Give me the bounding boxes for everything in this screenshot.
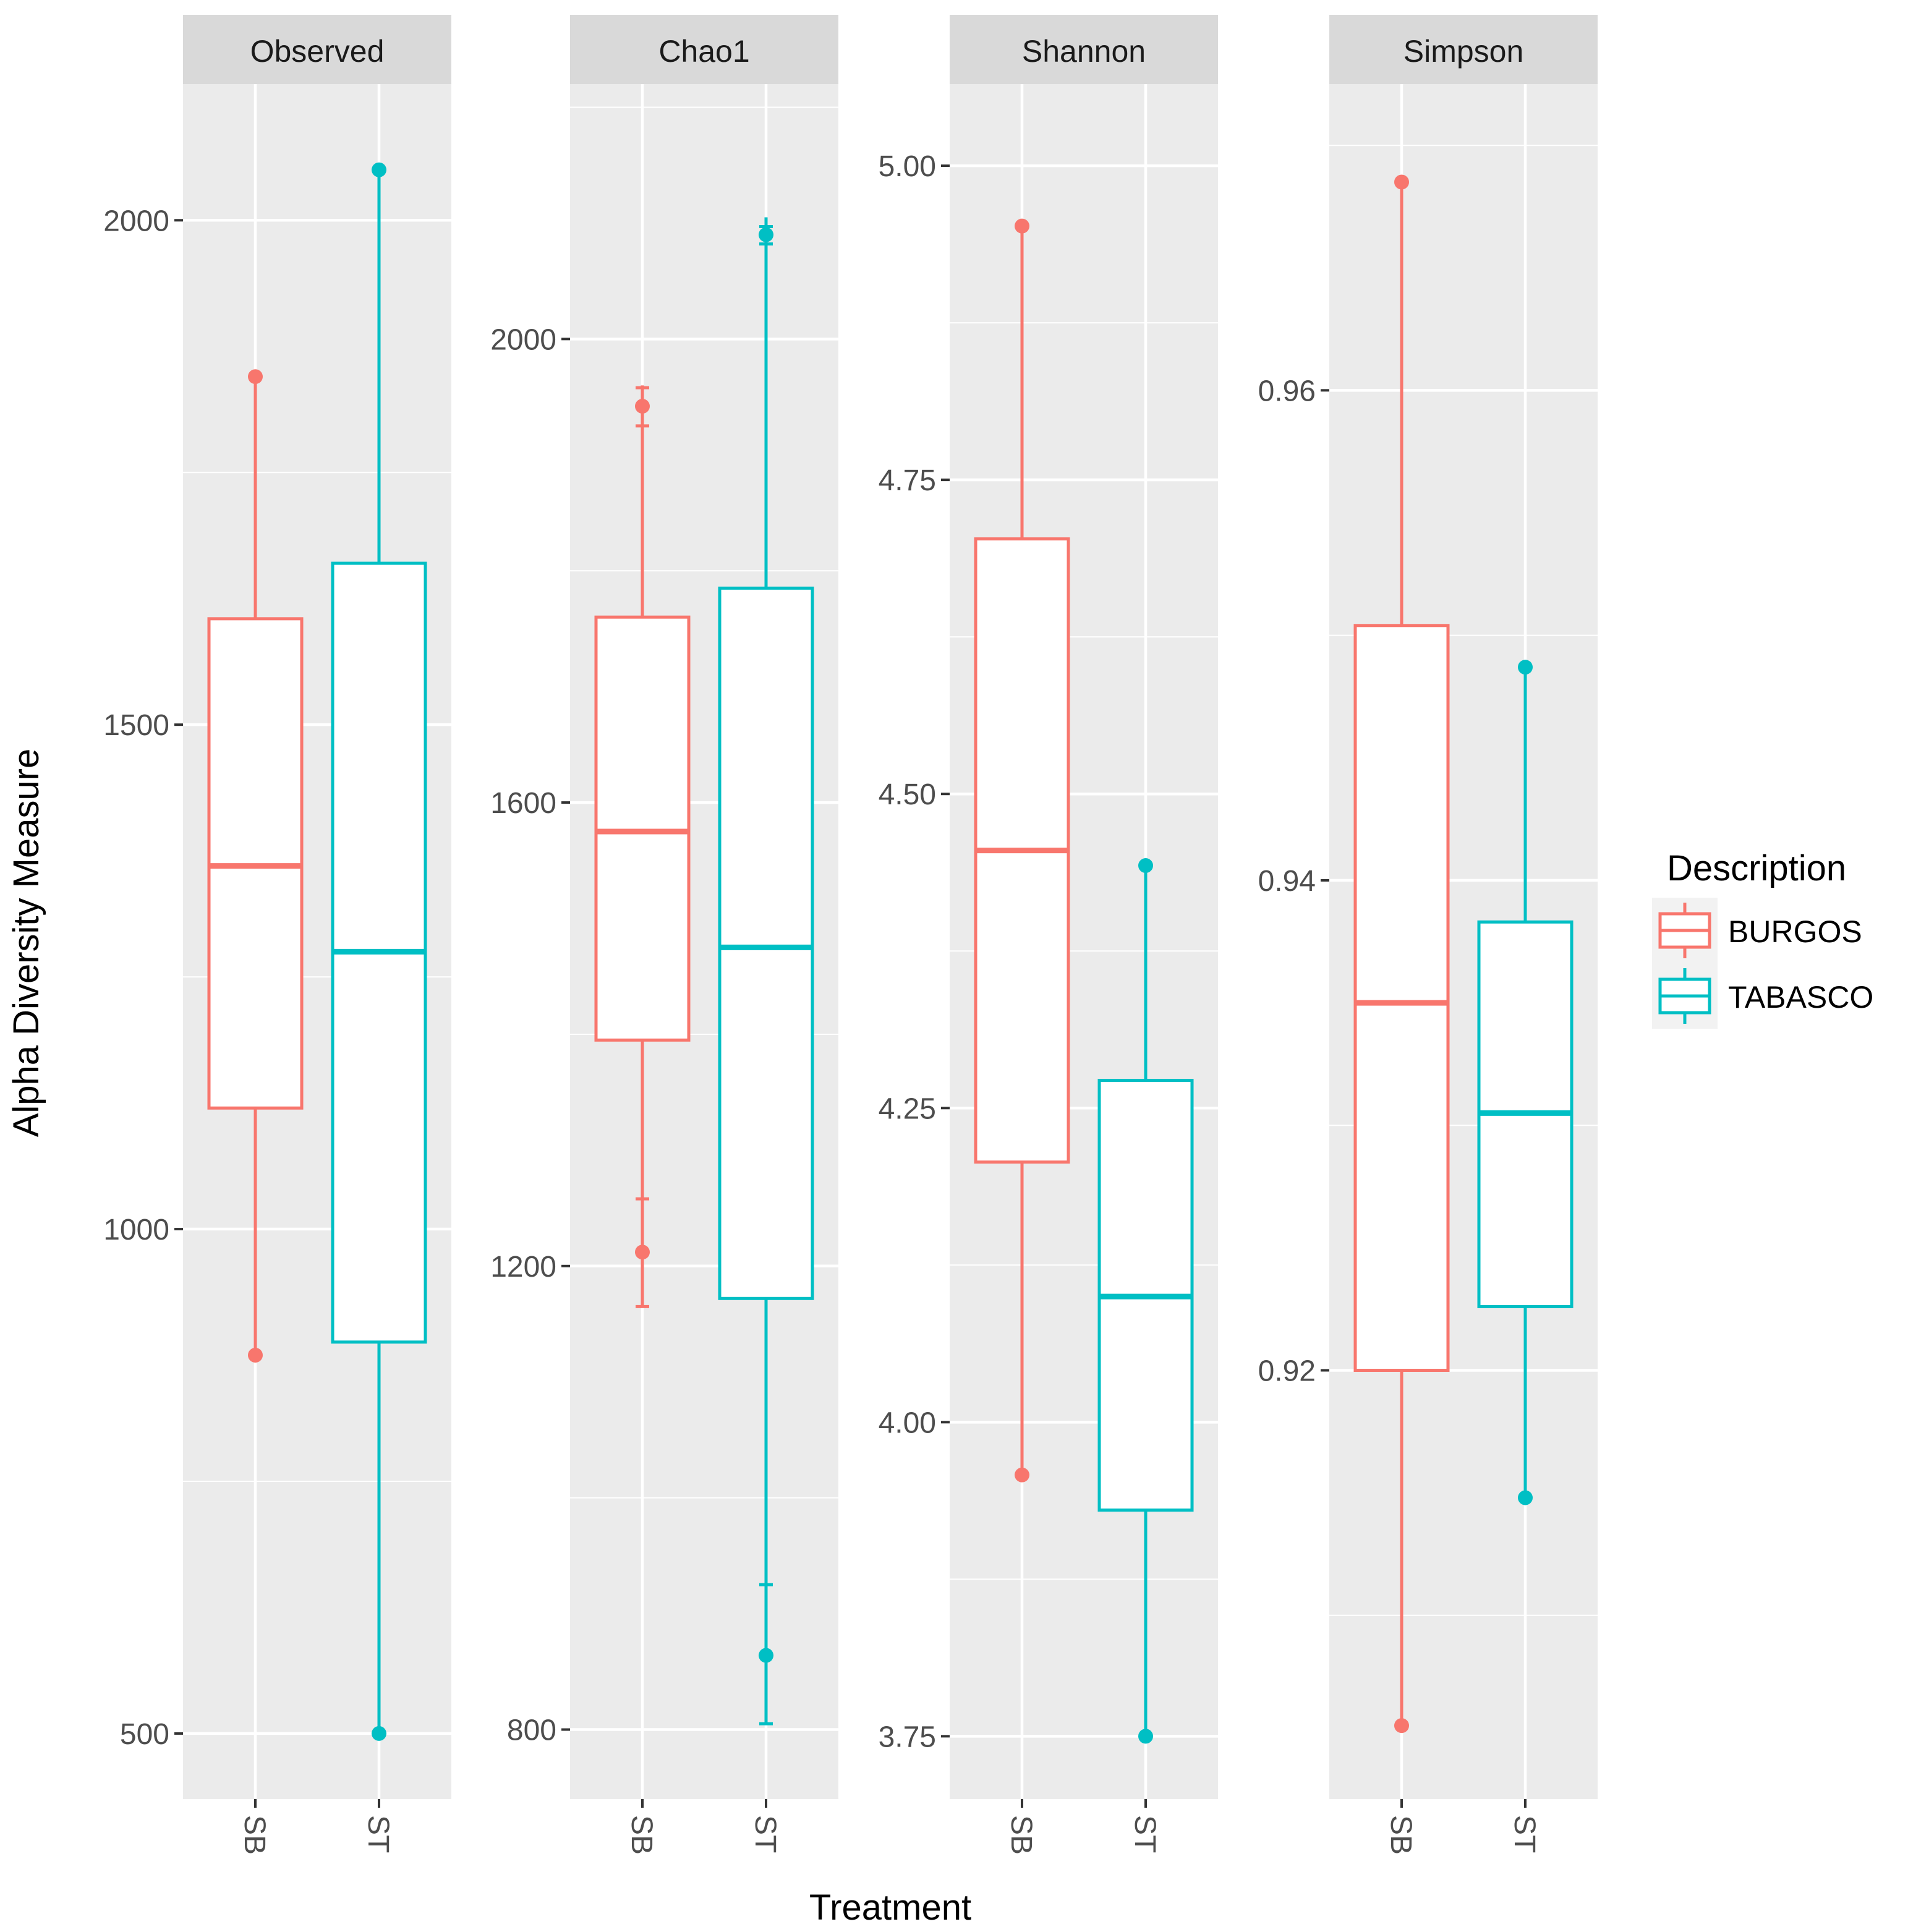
legend-key-tabasco: TABASCO (1652, 963, 1873, 1029)
y-tick-label: 3.75 (879, 1721, 936, 1753)
legend-label: BURGOS (1728, 914, 1862, 949)
y-axis-title: Alpha Diversity Measure (6, 749, 46, 1138)
data-point (635, 1245, 650, 1260)
data-point (1015, 1467, 1029, 1483)
box-sb (594, 385, 691, 1308)
x-tick-label: ST (1508, 1815, 1541, 1853)
x-tick-label: ST (749, 1815, 782, 1853)
data-point (248, 369, 263, 385)
facet-strip (183, 15, 451, 84)
x-tick-label: ST (1128, 1815, 1161, 1853)
box-st (1477, 660, 1574, 1505)
data-point (1138, 1729, 1153, 1744)
data-point (635, 399, 650, 414)
x-tick-label: SB (238, 1815, 271, 1855)
facet-panels: Observed 500 1000 1500 2000 SB ST Chao1 800 1200 1… (103, 15, 1598, 1855)
box-sb (1353, 174, 1450, 1734)
data-point (1394, 174, 1409, 190)
facet-title: Simpson (1403, 34, 1524, 69)
facet-strip (1329, 15, 1598, 84)
data-point (759, 1648, 773, 1663)
y-tick-label: 4.50 (879, 778, 936, 811)
x-tick-label: ST (362, 1815, 394, 1853)
iqr-box (718, 586, 814, 1300)
box-sb (207, 369, 304, 1363)
facet-observed: Observed 500 1000 1500 2000 SB ST (103, 15, 451, 1855)
facet-chao1: Chao1 800 1200 1600 2000 SB ST (490, 15, 838, 1855)
y-tick-label: 0.96 (1258, 375, 1316, 407)
data-point (248, 1348, 263, 1363)
y-tick-label: 1500 (103, 709, 169, 742)
box-st (331, 162, 427, 1741)
y-tick-label: 800 (507, 1714, 556, 1747)
data-point (1015, 218, 1029, 234)
iqr-box (594, 615, 691, 1042)
facet-shannon: Shannon 3.75 4.00 4.25 4.50 4.75 5.00 SB ST (879, 15, 1218, 1855)
data-point (759, 227, 773, 242)
y-tick-label: 1000 (103, 1214, 169, 1246)
legend: Description BURGOS TABASCO (1652, 848, 1873, 1029)
y-tick-label: 500 (120, 1718, 169, 1751)
y-tick-label: 2000 (490, 323, 556, 356)
data-point (1138, 858, 1153, 874)
data-point (372, 1726, 386, 1741)
x-tick-label: SB (1384, 1815, 1417, 1855)
x-tick-label: SB (1005, 1815, 1037, 1855)
box-st (1097, 858, 1194, 1744)
y-tick-label: 4.00 (879, 1406, 936, 1439)
box-sb (974, 218, 1070, 1483)
legend-title: Description (1667, 848, 1846, 888)
data-point (1518, 1490, 1533, 1505)
data-point (1394, 1718, 1409, 1734)
x-axis-title: Treatment (809, 1887, 971, 1928)
facet-title: Shannon (1022, 34, 1146, 69)
facet-title: Observed (250, 34, 385, 69)
y-tick-label: 4.75 (879, 464, 936, 497)
facet-title: Chao1 (658, 34, 749, 69)
facet-strip (570, 15, 838, 84)
y-tick-label: 5.00 (879, 150, 936, 183)
x-tick-label: SB (625, 1815, 658, 1855)
legend-key-burgos: BURGOS (1652, 898, 1862, 963)
data-point (1518, 660, 1533, 675)
iqr-box (1353, 624, 1450, 1372)
legend-label: TABASCO (1728, 980, 1873, 1015)
box-st (718, 217, 814, 1726)
y-tick-label: 4.25 (879, 1092, 936, 1125)
y-tick-label: 1200 (490, 1251, 556, 1283)
data-point (372, 162, 386, 177)
facet-simpson: Simpson 0.92 0.94 0.96 SB ST (1258, 15, 1598, 1855)
y-tick-label: 0.92 (1258, 1355, 1316, 1388)
facet-strip (950, 15, 1218, 84)
y-tick-label: 1600 (490, 787, 556, 820)
y-tick-label: 0.94 (1258, 865, 1316, 898)
y-tick-label: 2000 (103, 205, 169, 237)
